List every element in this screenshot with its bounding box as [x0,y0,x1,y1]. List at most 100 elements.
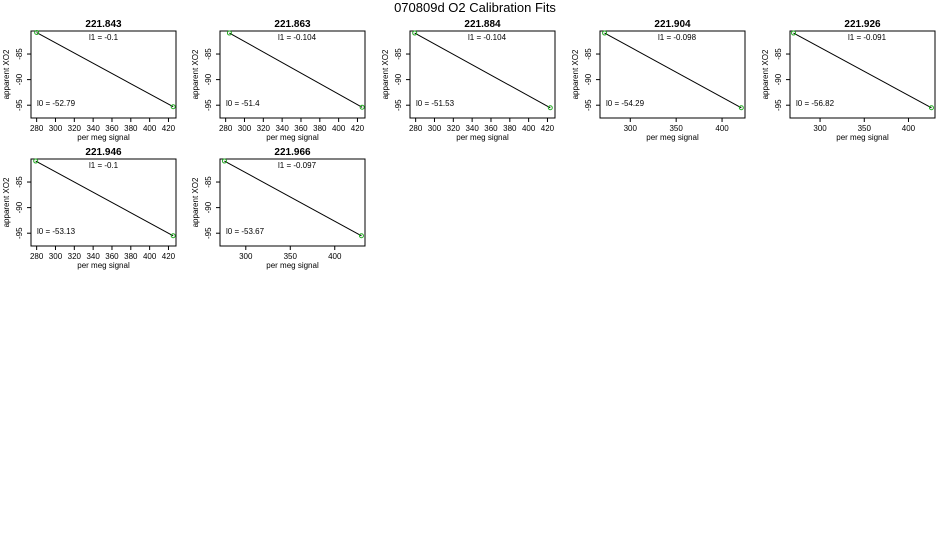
data-point [33,158,39,164]
plot-frame [30,30,177,119]
y-tick-label: -85 [204,48,213,60]
plot-frame [789,30,936,119]
data-point [170,104,176,110]
x-tick-label: 300 [239,252,253,261]
chart-panel-7: 221.966 300 350 400 per meg signal -85 -90 -95 a… [191,147,366,270]
data-point [928,105,934,111]
intercept-annotation: l0 = -53.67 [226,227,265,236]
plot-frame [409,30,556,119]
y-tick-label: -95 [204,227,213,239]
x-axis-label: per meg signal [77,261,130,270]
x-tick-label: 340 [86,124,100,133]
x-tick-label: 340 [275,124,289,133]
y-tick-label: -90 [204,73,213,85]
x-tick-label: 350 [858,124,872,133]
x-tick-label: 400 [522,124,536,133]
panel-title: 221.966 [274,147,311,158]
plot-frame [219,30,366,119]
y-tick-label: -90 [15,201,24,213]
y-tick-label: -95 [15,227,24,239]
x-tick-label: 350 [669,124,683,133]
data-point [412,30,418,36]
x-tick-label: 320 [68,252,82,261]
data-point [602,30,608,36]
y-tick-label: -95 [584,99,593,111]
x-tick-label: 300 [428,124,442,133]
x-tick-label: 340 [465,124,479,133]
x-tick-label: 400 [902,124,916,133]
panel-title: 221.904 [654,19,691,30]
data-point [226,30,232,36]
y-tick-label: -90 [394,73,403,85]
x-tick-label: 300 [49,124,63,133]
panel-title: 221.843 [85,19,122,30]
x-axis-label: per meg signal [266,133,319,142]
x-tick-label: 360 [484,124,498,133]
chart-panel-1: 221.843 280 300 320 340 360 380 400 420 per meg s… [2,19,177,142]
slope-annotation: l1 = -0.097 [278,161,317,170]
fit-line [36,32,174,108]
x-tick-label: 360 [294,124,308,133]
y-tick-label: -95 [15,99,24,111]
data-point [34,30,40,36]
x-tick-label: 340 [86,252,100,261]
x-tick-label: 400 [143,124,157,133]
x-tick-label: 400 [332,124,346,133]
intercept-annotation: l0 = -52.79 [37,99,76,108]
x-axis-label: per meg signal [836,133,889,142]
slope-annotation: l1 = -0.1 [89,33,119,42]
y-axis-label: apparent XO2 [761,49,770,99]
x-axis-label: per meg signal [77,133,130,142]
y-axis-label: apparent XO2 [2,49,11,99]
y-tick-label: -95 [394,99,403,111]
chart-panel-6: 221.946 280 300 320 340 360 380 400 420 per meg s… [2,147,177,270]
fit-line [229,32,363,108]
y-axis-label: apparent XO2 [381,49,390,99]
plot-frame [30,158,177,247]
x-tick-label: 280 [30,252,44,261]
plot-frame [599,30,746,119]
y-tick-label: -90 [15,73,24,85]
x-tick-label: 420 [162,252,176,261]
data-point [221,158,227,164]
x-tick-label: 380 [124,252,138,261]
x-tick-label: 360 [105,124,119,133]
y-tick-label: -90 [774,73,783,85]
panel-title: 221.863 [274,19,311,30]
data-point [738,105,744,111]
y-tick-label: -85 [15,176,24,188]
x-tick-label: 380 [503,124,517,133]
data-point [791,30,797,36]
x-tick-label: 400 [328,252,342,261]
fit-line [35,160,174,237]
data-point [358,233,364,239]
intercept-annotation: l0 = -51.53 [416,99,455,108]
intercept-annotation: l0 = -54.29 [606,99,645,108]
x-tick-label: 380 [124,124,138,133]
x-axis-label: per meg signal [456,133,509,142]
x-tick-label: 420 [351,124,365,133]
y-axis-label: apparent XO2 [2,177,11,227]
slope-annotation: l1 = -0.1 [89,161,119,170]
chart-panel-4: 221.904 300 350 400 per meg signal -85 -90 -95 a… [571,19,746,142]
intercept-annotation: l0 = -53.13 [37,227,76,236]
data-point [547,105,553,111]
data-point [359,104,365,110]
x-tick-label: 400 [143,252,157,261]
y-tick-label: -85 [394,48,403,60]
intercept-annotation: l0 = -56.82 [796,99,835,108]
x-tick-label: 320 [68,124,82,133]
y-tick-label: -85 [204,176,213,188]
y-axis-label: apparent XO2 [571,49,580,99]
slope-annotation: l1 = -0.091 [848,33,887,42]
y-tick-label: -90 [204,201,213,213]
x-tick-label: 350 [284,252,298,261]
page-title: 070809d O2 Calibration Fits [394,0,556,15]
x-tick-label: 280 [219,124,233,133]
x-tick-label: 400 [715,124,729,133]
slope-annotation: l1 = -0.098 [658,33,697,42]
plot-frame [219,158,366,247]
x-tick-label: 300 [624,124,638,133]
panel-title: 221.884 [464,19,501,30]
